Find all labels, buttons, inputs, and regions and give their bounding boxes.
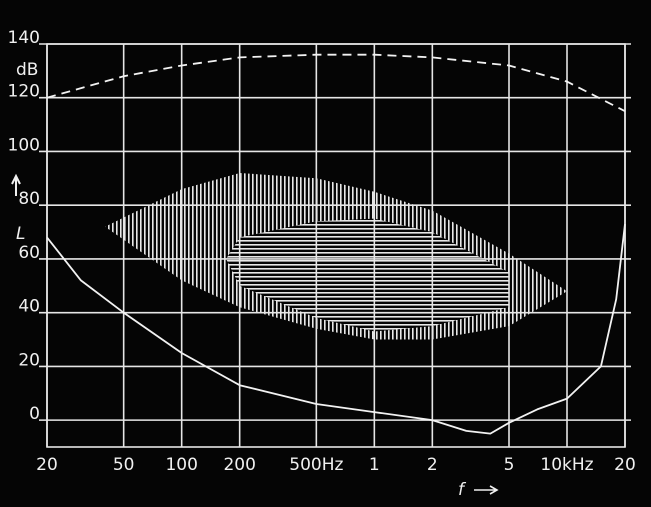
y-tick-label: 140 xyxy=(8,28,40,48)
x-arrow xyxy=(474,485,499,495)
y-tick-label: 120 xyxy=(8,82,40,102)
y-tick-label: 0 xyxy=(29,404,40,424)
y-tick-label: 60 xyxy=(18,243,40,263)
y-arrow xyxy=(11,173,21,196)
x-tick-label: 200 xyxy=(223,455,255,475)
x-axis-label: f xyxy=(458,480,467,500)
x-tick-label: 100 xyxy=(165,455,197,475)
y-tick-label: 100 xyxy=(8,135,40,155)
plot-frame xyxy=(46,43,626,448)
x-tick-label: 20 xyxy=(36,455,58,475)
y-tick-label: 20 xyxy=(18,350,40,370)
plot-area xyxy=(39,43,631,448)
x-tick-label: 20 xyxy=(614,455,636,475)
region xyxy=(226,218,509,332)
y-axis-label: L xyxy=(16,224,25,244)
x-tick-label: 10kHz xyxy=(540,455,593,475)
line xyxy=(46,223,626,435)
x-tick-label: 500Hz xyxy=(289,455,343,475)
y-unit: dB xyxy=(16,60,38,80)
dashed-line xyxy=(46,53,626,113)
x-tick-label: 50 xyxy=(113,455,135,475)
x-tick-label: 1 xyxy=(369,455,380,475)
y-tick-label: 80 xyxy=(18,189,40,209)
x-tick-label: 5 xyxy=(504,455,515,475)
y-tick-label: 40 xyxy=(18,297,40,317)
x-tick-label: 2 xyxy=(427,455,438,475)
